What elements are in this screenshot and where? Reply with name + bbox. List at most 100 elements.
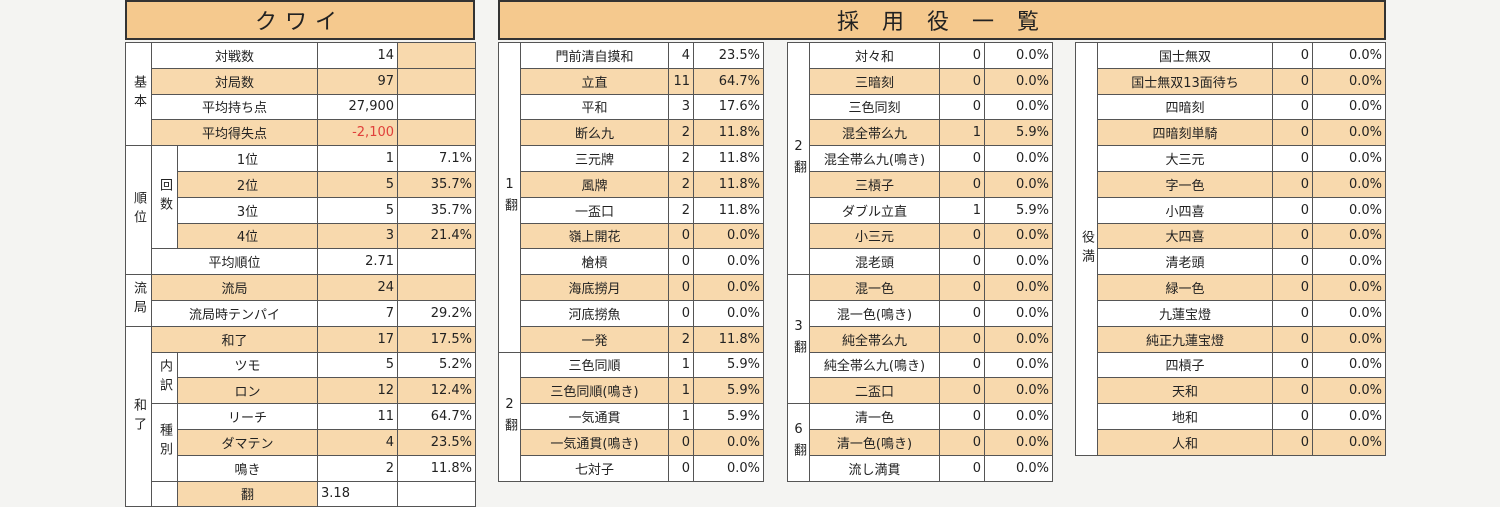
yaku-row: 地和 0 0.0% [1076, 403, 1386, 430]
yaku-name: 門前清自摸和 [520, 42, 669, 69]
yaku-row: 四暗刻単騎 0 0.0% [1076, 119, 1386, 147]
yaku-count: 0 [939, 67, 985, 95]
yaku-count: 0 [668, 454, 694, 482]
stat-label: 平均順位 [150, 248, 319, 276]
yaku-name: 三色同順 [520, 351, 669, 379]
table-row: 流局 流局 24 [125, 274, 477, 327]
yaku-row: 大三元 0 0.0% [1076, 145, 1386, 172]
yaku-name: 三元牌 [520, 145, 669, 172]
yaku-count: 1 [939, 119, 985, 147]
yaku-name: 一気通貫 [520, 403, 669, 430]
yaku-pct: 0.0% [984, 93, 1053, 121]
yaku-name: 純全帯么九(鳴き) [809, 351, 940, 379]
stat-pct: 21.4% [397, 222, 477, 250]
yaku-name: 九蓮宝燈 [1097, 299, 1273, 327]
stat-label: 4位 [176, 222, 319, 250]
yaku-pct: 17.6% [693, 93, 764, 121]
stat-pct [397, 67, 477, 95]
yaku-row: 2翻 対々和 0 0.0% [787, 41, 1053, 276]
yaku-name: 字一色 [1097, 170, 1273, 198]
yaku-name: 海底撈月 [520, 274, 669, 301]
yaku-count: 0 [668, 274, 694, 301]
yaku-count: 0 [1272, 93, 1313, 121]
yaku-pct: 0.0% [984, 428, 1053, 456]
table-row: 平均得失点 -2,100 [126, 119, 477, 147]
yaku-row: 三槓子 0 0.0% [788, 170, 1053, 198]
yaku-pct: 0.0% [1312, 196, 1386, 224]
yaku-count: 0 [668, 222, 694, 250]
yaku-name: 対々和 [809, 42, 940, 69]
yaku-row: 海底撈月 0 0.0% [499, 274, 764, 301]
yaku-name: 清一色 [809, 403, 940, 430]
stat-value: 2 [317, 454, 399, 482]
yaku-row: 平和 3 17.6% [499, 93, 764, 121]
win-group-label: 和了 [125, 325, 152, 507]
yaku-count: 0 [1272, 119, 1313, 147]
stat-value: 5 [317, 196, 399, 224]
yaku-pct: 5.9% [984, 196, 1053, 224]
yaku-name: 三暗刻 [809, 67, 940, 95]
yaku-row: 断么九 2 11.8% [499, 119, 764, 147]
yaku-name: 槍槓 [520, 248, 669, 276]
table-row: ダマテン 4 23.5% [126, 428, 477, 456]
yaku-count: 0 [1272, 274, 1313, 301]
yaku-count: 0 [939, 299, 985, 327]
table-row: 対局数 97 [126, 67, 477, 95]
yaku-pct: 0.0% [984, 170, 1053, 198]
yaku-count: 2 [668, 119, 694, 147]
stat-label: リーチ [176, 403, 319, 430]
stat-pct [397, 248, 477, 276]
yaku-pct: 11.8% [693, 196, 764, 224]
yaku-row: 純全帯么九(鳴き) 0 0.0% [788, 351, 1053, 379]
yaku-name: 三色同刻 [809, 93, 940, 121]
stat-label: 3位 [176, 196, 319, 224]
stat-label: ダマテン [176, 428, 319, 456]
yaku-name: 小三元 [809, 222, 940, 250]
yaku-name: 一気通貫(鳴き) [520, 428, 669, 456]
yaku-pct: 11.8% [693, 170, 764, 198]
yaku-row: 風牌 2 11.8% [499, 170, 764, 198]
yaku-count: 0 [939, 325, 985, 353]
yaku-pct: 5.9% [984, 119, 1053, 147]
yaku-count: 2 [668, 325, 694, 353]
yaku-name: 地和 [1097, 403, 1273, 430]
yaku-row: 大四喜 0 0.0% [1076, 222, 1386, 250]
yaku-pct: 0.0% [984, 299, 1053, 327]
yaku-row: 三色同刻 0 0.0% [788, 93, 1053, 121]
yaku-pct: 0.0% [693, 454, 764, 482]
player-stats-table: 基本 対戦数 14 対局数 97 平均持ち点 27,900 平均得失点 -2,1… [125, 41, 477, 507]
stat-value: 7 [317, 299, 399, 327]
yaku-name: 一盃口 [520, 196, 669, 224]
yaku-name: 風牌 [520, 170, 669, 198]
stat-label: 流局時テンパイ [150, 299, 319, 327]
yaku-pct: 0.0% [1312, 299, 1386, 327]
stat-value: 3 [317, 222, 399, 250]
yaku-count: 0 [1272, 351, 1313, 379]
stat-label: 2位 [176, 170, 319, 198]
yaku-row: 清一色(鳴き) 0 0.0% [788, 428, 1053, 456]
stat-label: 翻 [176, 480, 319, 507]
yaku-name: 国士無双13面待ち [1097, 67, 1273, 95]
yaku-name: 純全帯么九 [809, 325, 940, 353]
yaku-row: 純正九蓮宝燈 0 0.0% [1076, 325, 1386, 353]
yaku-pct: 0.0% [693, 248, 764, 276]
table-row: 平均順位 2.71 [126, 248, 477, 276]
stat-label: ツモ [176, 351, 319, 379]
yaku-row: 混全帯么九 1 5.9% [788, 119, 1053, 147]
yaku-count: 0 [939, 93, 985, 121]
yaku-count: 0 [1272, 428, 1313, 456]
yaku-name: 混全帯么九 [809, 119, 940, 147]
table-row: 順位 回数 1位 1 7.1% [125, 145, 477, 276]
yaku-row: 一気通貫(鳴き) 0 0.0% [499, 428, 764, 456]
yaku-row: 3翻 混一色 0 0.0% [787, 274, 1053, 405]
stat-label: ロン [176, 377, 319, 405]
yaku-pct: 0.0% [984, 325, 1053, 353]
stat-label: 流局 [150, 274, 319, 301]
yaku-name: 立直 [520, 67, 669, 95]
yaku-pct: 0.0% [693, 299, 764, 327]
han-group-label: 1翻 [498, 42, 521, 353]
yaku-count: 0 [1272, 325, 1313, 353]
yaku-name: 緑一色 [1097, 274, 1273, 301]
yaku-count: 0 [668, 248, 694, 276]
stat-value: 1 [317, 145, 399, 172]
